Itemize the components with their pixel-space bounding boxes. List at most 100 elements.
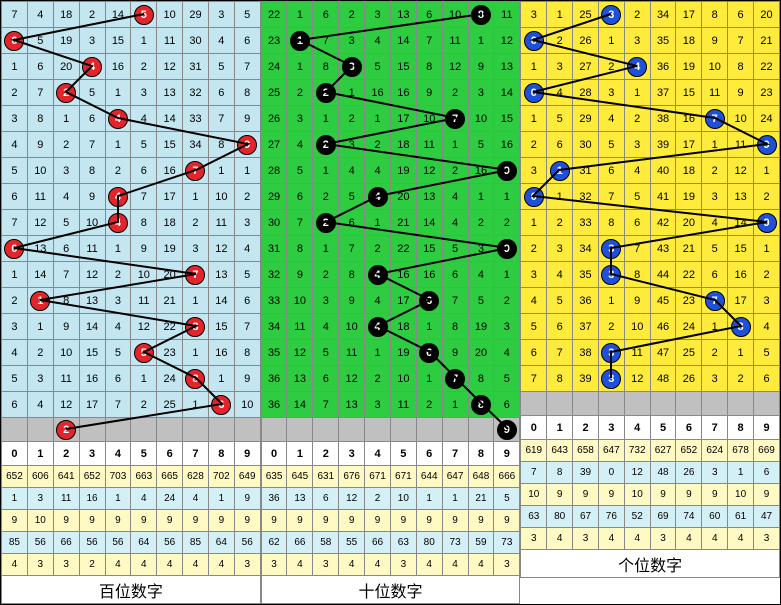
gray-cell [521,392,547,416]
grid-cell: 9 [234,366,260,392]
stat-cell: 3 [702,462,728,484]
ball-marker: 9 [497,420,517,440]
gray-row: 2 [2,418,261,442]
grid-cell: 16 [79,366,105,392]
grid-cell: 34 [261,314,287,340]
grid-cell: 9 [339,288,365,314]
grid-cell: 3 [105,288,131,314]
grid-cell: 4 [365,28,391,54]
grid-cell: 3 [521,262,547,288]
grid-cell: 2 [365,236,391,262]
stat-cell: 56 [157,532,183,554]
grid-cell: 7 [702,288,728,314]
grid-cell: 23 [157,340,183,366]
grid-cell: 5 [494,366,520,392]
grid-cell: 20 [754,2,780,28]
stat-cell: 9 [494,510,520,532]
grid-cell: 8 [547,366,573,392]
grid-cell: 5 [365,54,391,80]
stat-cell: 6 [313,488,339,510]
grid-cell: 11 [624,340,650,366]
grid-cell: 7 [183,262,209,288]
header-cell: 9 [754,416,780,440]
gray-cell [131,418,157,442]
grid-cell: 13 [79,288,105,314]
grid-cell: 7 [105,392,131,418]
grid-cell: 1 [2,262,28,288]
stat-cell: 628 [183,466,209,488]
grid-cell: 35 [261,340,287,366]
grid-cell: 1 [416,314,442,340]
grid-cell: 8 [468,366,494,392]
stat-cell: 4 [2,554,28,576]
grid-cell: 21 [676,236,702,262]
grid-cell: 2 [728,366,754,392]
label-row: 百位数字 [2,576,261,604]
grid-cell: 31 [573,158,599,184]
grid-cell: 26 [676,366,702,392]
grid-cell: 35 [573,262,599,288]
grid-cell: 2 [598,54,624,80]
grid-cell: 3 [598,366,624,392]
grid-cell: 9 [754,132,780,158]
grid-cell: 2 [53,132,79,158]
gray-cell [287,418,313,442]
grid-cell: 15 [676,80,702,106]
grid-cell: 1 [183,340,209,366]
ball-marker: 8 [185,317,205,337]
grid-cell: 3 [702,184,728,210]
grid-cell: 16 [157,158,183,184]
stat-cell: 48 [650,462,676,484]
grid-cell: 17 [728,288,754,314]
grid-cell: 16 [390,80,416,106]
grid-cell: 1 [27,288,53,314]
grid-cell: 1 [365,106,391,132]
grid-cell: 1 [339,80,365,106]
grid-cell: 6 [521,340,547,366]
grid-cell: 9 [494,236,520,262]
grid-cell: 23 [754,80,780,106]
grid-cell: 1 [521,54,547,80]
grid-cell: 18 [157,210,183,236]
ball-marker: 9 [497,239,517,259]
stat-cell: 73 [494,532,520,554]
grid-cell: 36 [573,288,599,314]
stat-cell: 10 [624,484,650,506]
stat-cell: 66 [53,532,79,554]
header-cell: 7 [442,442,468,466]
grid-cell: 32 [261,262,287,288]
grid-cell: 8 [183,314,209,340]
grid-cell: 8 [234,340,260,366]
stat-cell: 624 [702,440,728,462]
stat-cell: 3 [521,528,547,550]
grid-cell: 1 [754,236,780,262]
gray-cell [27,418,53,442]
grid-cell: 15 [416,236,442,262]
ball-marker: 8 [185,369,205,389]
grid-cell: 13 [157,80,183,106]
grid-cell: 16 [728,262,754,288]
grid-cell: 2 [494,210,520,236]
grid-cell: 17 [157,184,183,210]
stat-cell: 9 [702,484,728,506]
grid-cell: 4 [234,236,260,262]
gray-cell [416,418,442,442]
header-cell: 7 [183,442,209,466]
grid-cell: 1 [416,366,442,392]
grid-cell: 13 [27,236,53,262]
grid-cell: 10 [390,366,416,392]
ball-marker: 4 [108,187,128,207]
grid-cell: 16 [390,262,416,288]
grid-cell: 1 [728,340,754,366]
stat-cell: 10 [27,510,53,532]
grid-cell: 2 [442,158,468,184]
grid-cell: 16 [468,158,494,184]
grid-cell: 5 [754,340,780,366]
grid-cell: 7 [521,366,547,392]
grid-cell: 20 [468,340,494,366]
grid-cell: 11 [728,132,754,158]
grid-cell: 3 [183,236,209,262]
stat-cell: 9 [390,510,416,532]
ball-marker: 0 [4,239,24,259]
gray-cell: 2 [53,418,79,442]
